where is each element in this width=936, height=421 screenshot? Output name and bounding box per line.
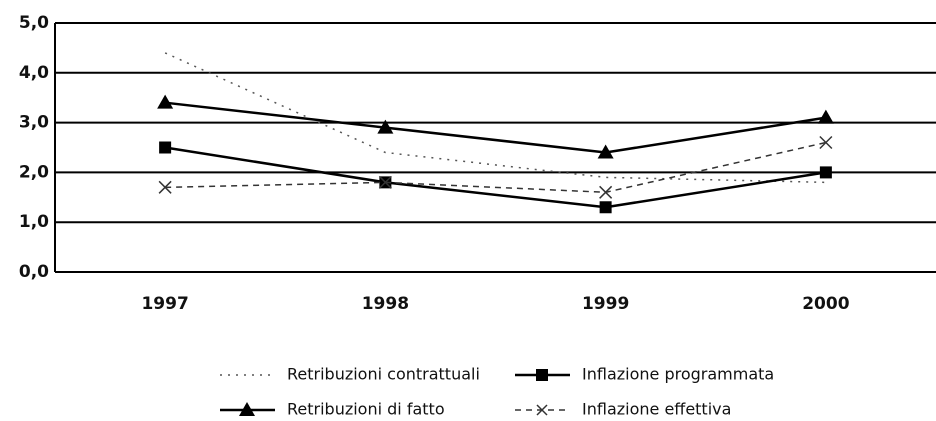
- y-tick-label: 2,0: [19, 162, 49, 182]
- marker: [819, 166, 832, 179]
- y-tick-label: 0,0: [19, 262, 49, 282]
- x-tick-label: 1998: [362, 294, 409, 314]
- legend-label: Inflazione programmata: [582, 365, 774, 384]
- marker: [599, 201, 612, 214]
- legend-label: Retribuzioni contrattuali: [287, 365, 480, 384]
- marker: [378, 175, 392, 189]
- marker: [377, 119, 394, 134]
- marker: [158, 180, 172, 194]
- legend-label: Inflazione effettiva: [582, 400, 731, 419]
- marker: [159, 141, 172, 154]
- y-tick-label: 1,0: [19, 212, 49, 232]
- marker: [599, 185, 613, 199]
- x-tick-label: 2000: [802, 294, 849, 314]
- y-tick-label: 5,0: [19, 13, 49, 33]
- marker: [597, 144, 614, 159]
- legend-label: Retribuzioni di fatto: [287, 400, 445, 419]
- x-tick-label: 1997: [141, 294, 188, 314]
- legend-marker: [536, 369, 548, 381]
- marker: [817, 109, 834, 124]
- legend-marker: [239, 402, 255, 416]
- series-line: [164, 52, 826, 184]
- legend-marker: [536, 404, 548, 416]
- marker: [157, 94, 174, 109]
- series-line: [165, 141, 827, 194]
- x-tick-label: 1999: [582, 294, 629, 314]
- y-tick-label: 3,0: [19, 113, 49, 133]
- marker: [819, 135, 833, 150]
- series-line: [164, 101, 827, 154]
- y-tick-label: 4,0: [19, 63, 49, 83]
- series-line: [164, 146, 827, 209]
